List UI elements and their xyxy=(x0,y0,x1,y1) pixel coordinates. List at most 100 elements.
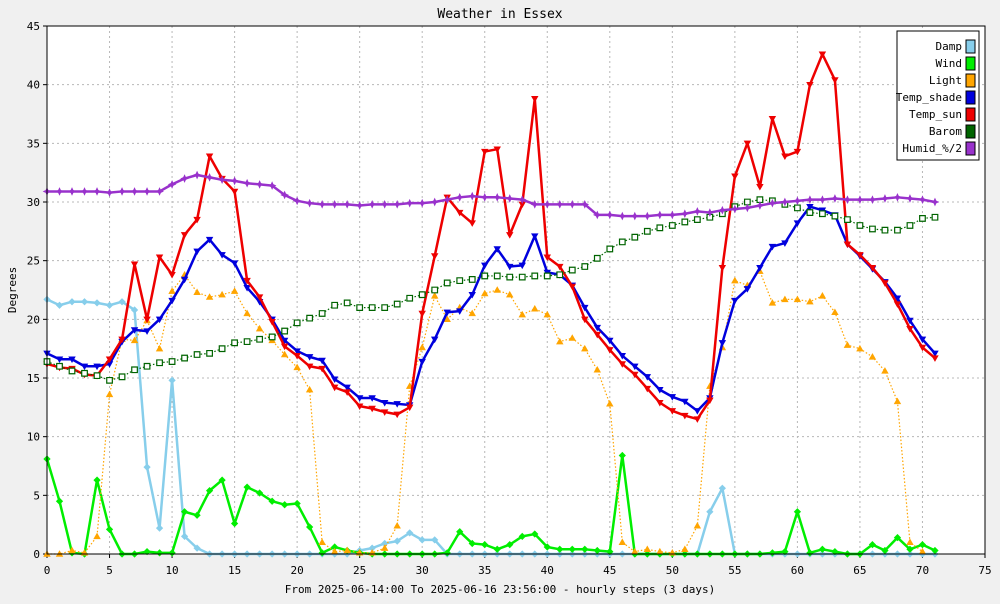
legend-swatch xyxy=(965,73,976,88)
data-point xyxy=(681,545,689,553)
data-point xyxy=(168,287,176,294)
data-point xyxy=(93,363,101,371)
data-point xyxy=(168,272,176,279)
data-point xyxy=(743,286,752,293)
legend-label: Temp_shade xyxy=(896,91,962,104)
data-point xyxy=(556,337,564,345)
x-tick-label: 25 xyxy=(353,564,366,577)
legend-label: Humid_%/2 xyxy=(902,142,962,155)
data-point xyxy=(117,187,127,196)
data-point xyxy=(180,276,189,284)
data-point xyxy=(631,233,639,241)
data-point xyxy=(430,253,439,260)
data-point xyxy=(518,532,526,541)
data-point xyxy=(880,194,890,203)
data-point xyxy=(781,240,789,247)
x-tick-label: 40 xyxy=(541,564,554,577)
data-point xyxy=(606,347,614,354)
data-point xyxy=(868,353,877,360)
data-point xyxy=(243,483,251,491)
data-point xyxy=(193,216,201,224)
data-point xyxy=(343,389,351,396)
data-point xyxy=(55,356,64,364)
data-point xyxy=(568,283,576,291)
data-point xyxy=(393,411,401,419)
data-point xyxy=(805,195,815,204)
data-point xyxy=(656,224,664,232)
data-point xyxy=(430,197,440,207)
data-point xyxy=(768,299,777,306)
data-point xyxy=(306,314,314,322)
data-point xyxy=(268,497,276,505)
data-point xyxy=(581,304,589,312)
data-point xyxy=(368,405,376,413)
data-point xyxy=(618,353,627,360)
data-point xyxy=(693,416,702,423)
data-point xyxy=(306,523,314,531)
data-point xyxy=(468,220,476,227)
y-tick-label: 35 xyxy=(27,137,40,150)
data-point xyxy=(180,532,189,541)
data-point xyxy=(518,310,526,318)
data-point xyxy=(881,367,889,374)
data-point xyxy=(868,195,877,204)
data-point xyxy=(193,288,201,296)
data-point xyxy=(931,350,939,358)
data-point xyxy=(255,324,264,332)
data-point xyxy=(531,530,539,538)
data-point xyxy=(468,539,476,548)
data-point xyxy=(581,263,589,270)
data-point xyxy=(543,254,551,261)
data-point xyxy=(718,484,726,492)
data-point xyxy=(118,298,126,306)
data-point xyxy=(130,261,139,268)
data-point xyxy=(731,276,739,284)
data-point xyxy=(268,333,276,341)
y-tick-label: 15 xyxy=(27,372,40,385)
data-point xyxy=(380,409,389,416)
data-point xyxy=(806,81,814,89)
data-point xyxy=(430,292,439,299)
data-point xyxy=(568,266,576,274)
data-point xyxy=(105,525,114,533)
data-point xyxy=(881,226,889,234)
data-point xyxy=(317,200,327,209)
data-point xyxy=(331,301,339,309)
data-point xyxy=(255,180,264,189)
data-point xyxy=(243,309,251,317)
data-point xyxy=(318,310,326,317)
series-humid-2 xyxy=(42,170,940,221)
data-point xyxy=(856,344,864,352)
data-point xyxy=(143,316,151,324)
data-point xyxy=(531,96,539,103)
data-point xyxy=(93,372,101,380)
data-point xyxy=(656,399,664,407)
legend-box xyxy=(896,30,980,161)
legend-swatch xyxy=(965,124,976,139)
data-point xyxy=(818,292,827,299)
data-point xyxy=(218,290,226,298)
data-point xyxy=(681,218,689,226)
data-point xyxy=(230,260,239,267)
data-point xyxy=(831,212,839,220)
x-tick-label: 45 xyxy=(603,564,616,577)
data-point xyxy=(492,192,502,202)
data-point xyxy=(93,532,101,540)
data-point xyxy=(543,272,551,280)
data-point xyxy=(493,246,501,253)
data-point xyxy=(406,294,414,302)
data-point xyxy=(606,337,614,345)
data-point xyxy=(481,289,489,297)
data-point xyxy=(506,263,514,271)
data-point xyxy=(480,192,490,202)
data-point xyxy=(906,545,914,553)
data-point xyxy=(205,236,214,244)
data-point xyxy=(906,326,914,333)
data-point xyxy=(456,277,464,285)
data-point xyxy=(493,286,501,293)
data-point xyxy=(843,195,852,204)
data-point xyxy=(305,198,314,208)
data-point xyxy=(442,195,452,204)
data-point xyxy=(806,209,814,216)
data-point xyxy=(355,395,364,402)
